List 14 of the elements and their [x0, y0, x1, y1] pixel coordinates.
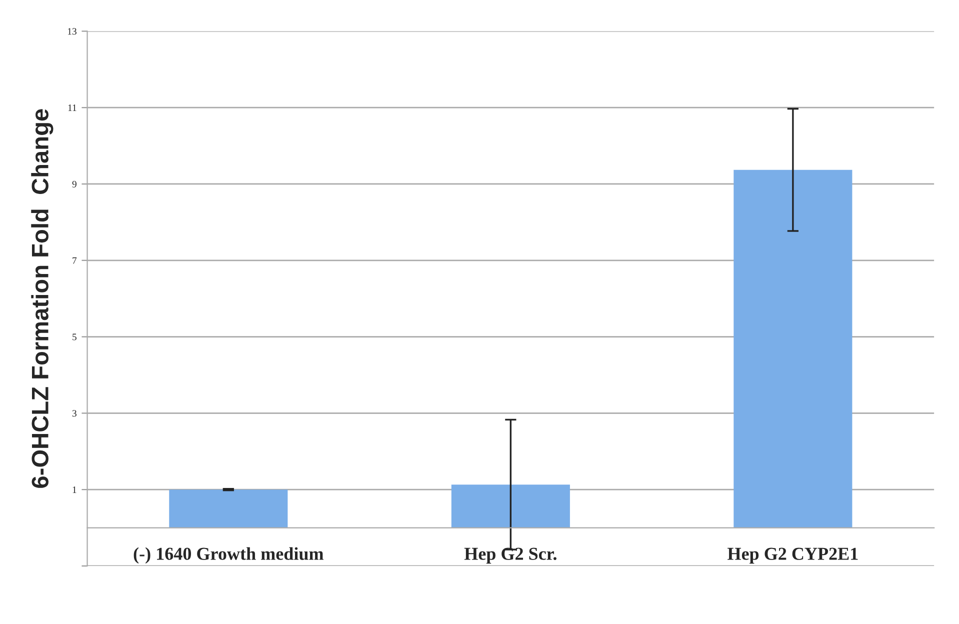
y-tick-label: 13: [68, 28, 76, 35]
bar: [169, 490, 288, 528]
y-axis-title: 6-OHCLZ Formation Fold Change: [31, 109, 54, 488]
y-tick-label: 1: [72, 486, 76, 493]
y-tick-label: 5: [72, 334, 76, 340]
x-tick-label: (-) 1640 Growth medium: [134, 547, 324, 564]
y-tick-label: 11: [68, 104, 76, 111]
y-tick-label: 3: [72, 410, 76, 417]
bar: [451, 484, 570, 528]
x-tick-label: Hep G2 Scr.: [464, 548, 556, 564]
bar: [734, 170, 852, 528]
y-tick-label: 7: [72, 257, 77, 264]
y-tick-label: 9: [72, 180, 76, 188]
x-tick-label: Hep G2 CYP2E1: [728, 548, 858, 564]
